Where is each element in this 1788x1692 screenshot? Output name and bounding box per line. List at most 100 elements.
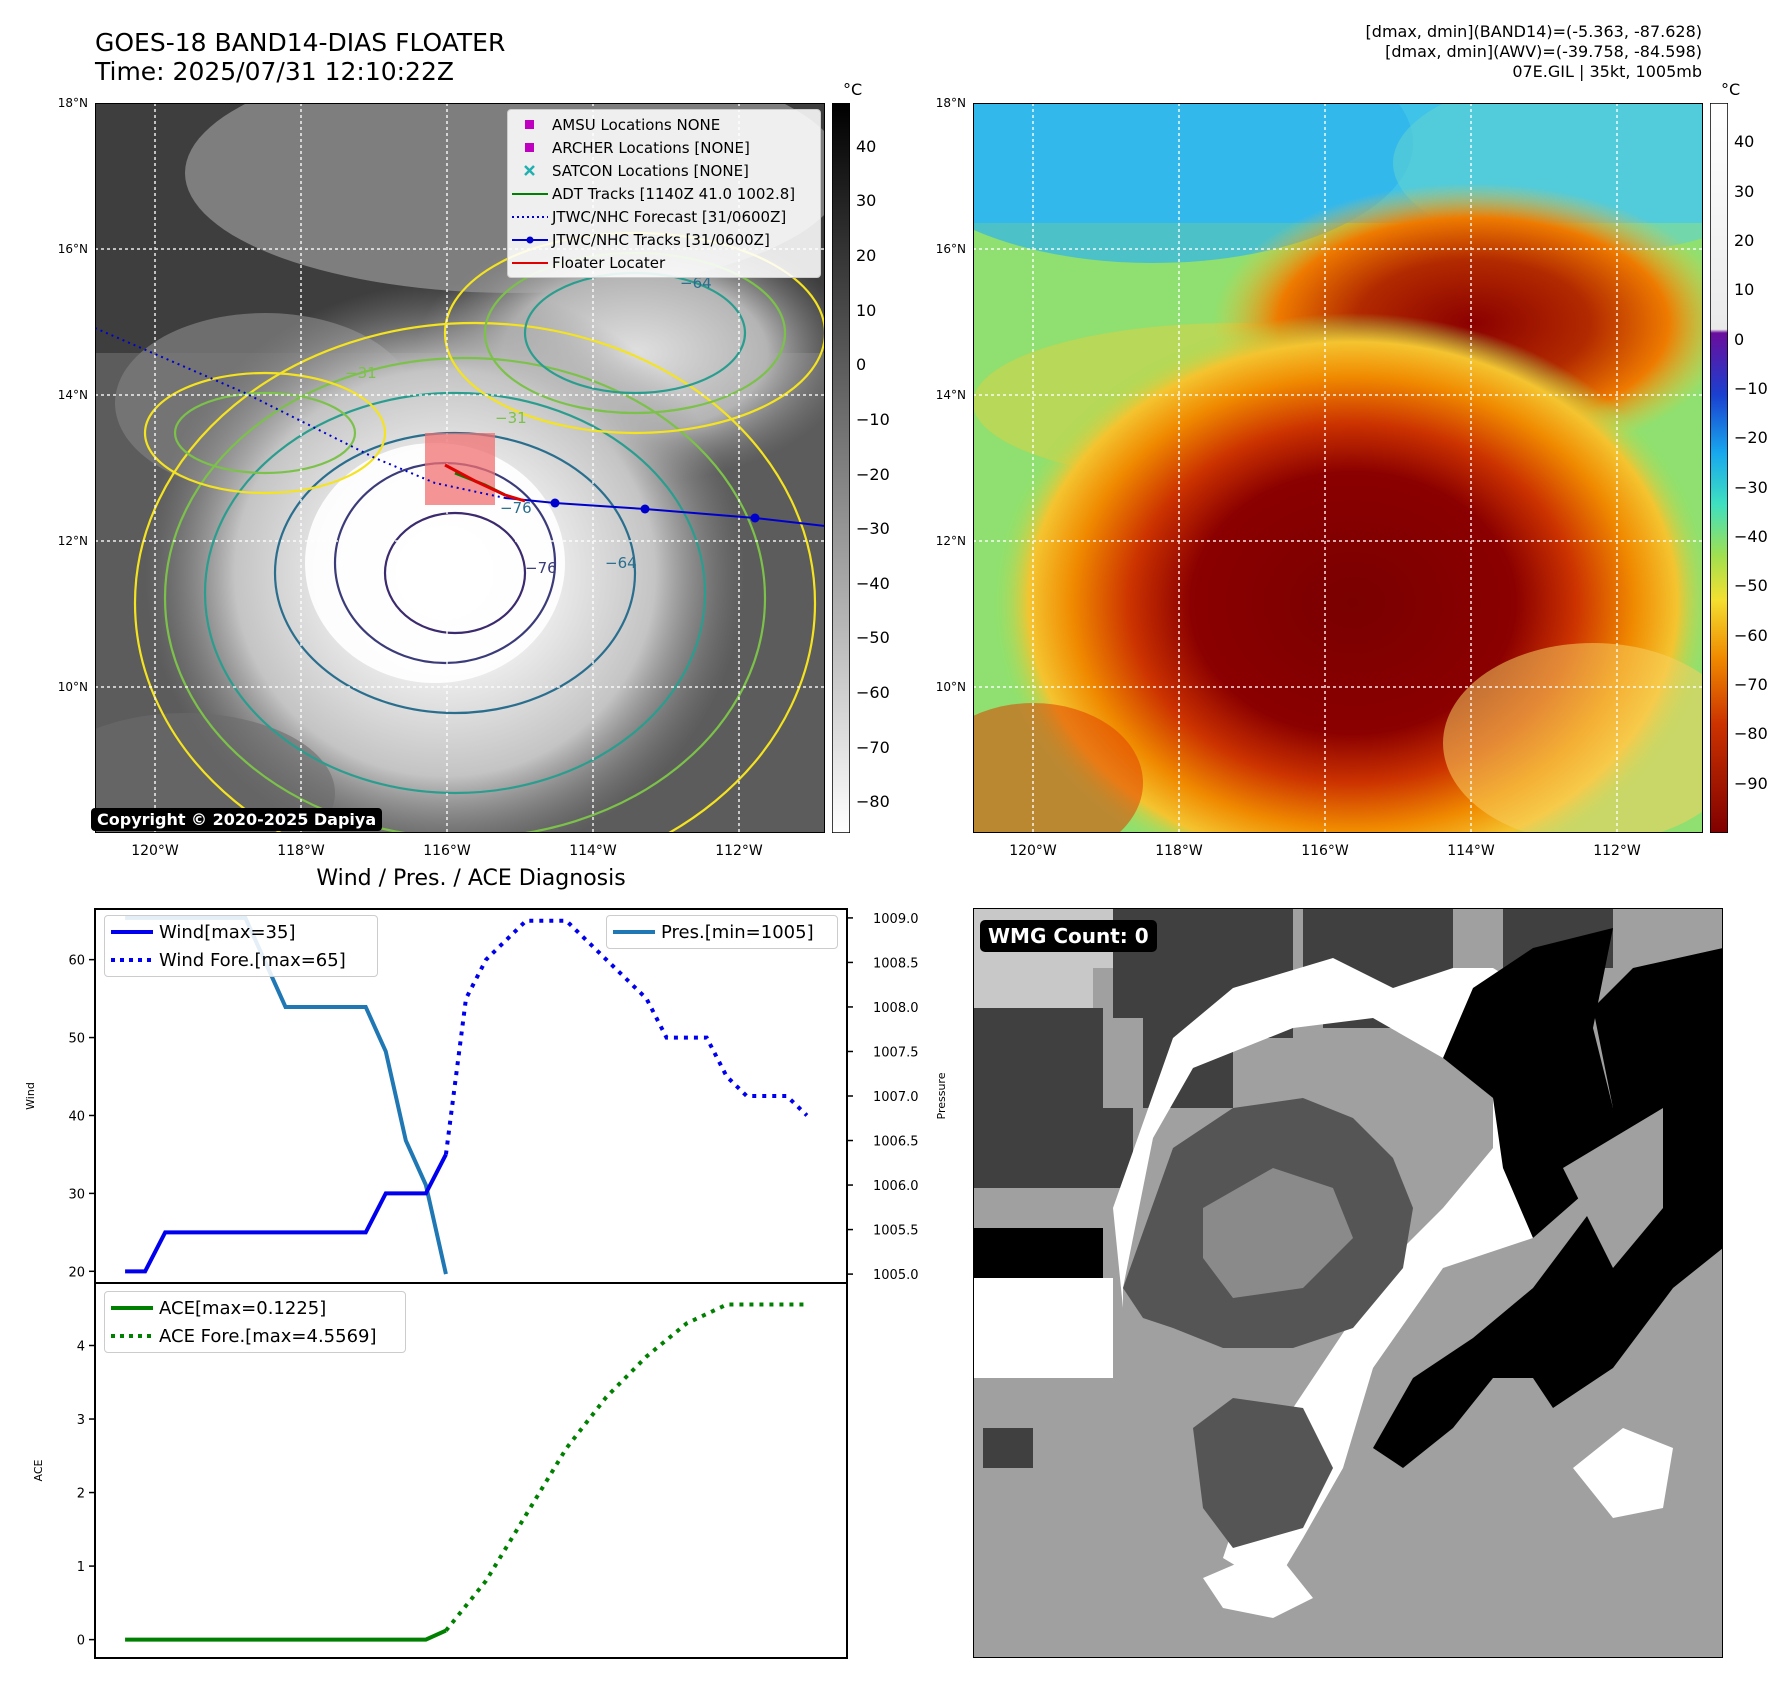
colorbar-tick: −30 xyxy=(856,519,890,539)
square-marker-icon xyxy=(525,119,534,129)
lat-label: 16°N xyxy=(57,242,88,256)
colorbar-tick: −80 xyxy=(856,792,890,812)
figure-title: GOES-18 BAND14-DIAS FLOATER Time: 2025/0… xyxy=(95,28,506,86)
copyright-badge: Copyright © 2020-2025 Dapiya xyxy=(91,808,383,831)
lon-label: 114°W xyxy=(569,843,617,859)
awv-range: [dmax, dmin](AWV)=(-39.758, -84.598) xyxy=(1385,42,1702,61)
x-marker-icon xyxy=(524,164,535,176)
series-line xyxy=(443,918,809,1155)
wind-legend: Wind[max=35] Wind Fore.[max=65] xyxy=(104,915,378,977)
legend-item-tracks: JTWC/NHC Tracks [31/0600Z] xyxy=(508,228,820,251)
colorbar-tick: −50 xyxy=(1734,576,1768,596)
legend-item-amsu: AMSU Locations NONE xyxy=(508,113,820,136)
y2-tick-label: 1008.0 xyxy=(873,1001,919,1016)
colorbar-tick: −30 xyxy=(1734,477,1768,497)
line-icon xyxy=(111,930,153,934)
lat-label: 14°N xyxy=(935,388,966,402)
contour-label: −64 xyxy=(680,274,712,292)
y-axis-label: Wind xyxy=(24,1082,37,1110)
legend-item-pressure: Pres.[min=1005] xyxy=(607,918,837,946)
diagnosis-title: Wind / Pres. / ACE Diagnosis xyxy=(316,866,626,891)
y-tick-label: 60 xyxy=(68,954,85,969)
wv-satellite-map xyxy=(973,103,1703,833)
ir-colorbar-unit: °C xyxy=(843,80,863,99)
legend-item-wind: Wind[max=35] xyxy=(105,918,377,946)
track-point xyxy=(550,498,560,508)
lat-label: 18°N xyxy=(935,96,966,110)
y2-tick-label: 1005.0 xyxy=(873,1268,919,1283)
y-tick-label: 40 xyxy=(68,1109,85,1124)
y-tick-label: 20 xyxy=(68,1265,85,1280)
lon-label: 118°W xyxy=(1155,843,1203,859)
colorbar-tick: −80 xyxy=(1734,724,1768,744)
forecast-track xyxy=(95,327,506,499)
lat-label: 14°N xyxy=(57,388,88,402)
line-icon xyxy=(111,1306,153,1310)
colorbar-tick: −70 xyxy=(1734,675,1768,695)
colorbar-tick: −60 xyxy=(1734,625,1768,645)
contour-label: −31 xyxy=(345,364,377,382)
diagnosis-chart: 20304050601005.01005.51006.01006.51007.0… xyxy=(24,908,948,1659)
colorbar-tick: 0 xyxy=(1734,329,1745,349)
colorbar-tick: 0 xyxy=(856,355,867,375)
colorbar-tick: 10 xyxy=(856,300,877,320)
y2-tick-label: 1007.5 xyxy=(873,1045,919,1060)
ir-colorbar xyxy=(832,103,850,833)
lon-label: 120°W xyxy=(131,843,179,859)
wv-gridlines xyxy=(973,103,1703,833)
colorbar-tick: −50 xyxy=(856,628,890,648)
lon-label: 116°W xyxy=(1301,843,1349,859)
dotted-line-icon xyxy=(111,958,153,962)
legend-item-ace: ACE[max=0.1225] xyxy=(105,1294,405,1322)
colorbar-tick: 10 xyxy=(1734,280,1755,300)
y-tick-label: 30 xyxy=(68,1187,85,1202)
y-tick-label: 2 xyxy=(77,1487,85,1502)
colorbar-tick: 30 xyxy=(1734,181,1755,201)
map-legend: AMSU Locations NONE ARCHER Locations [NO… xyxy=(507,109,821,278)
line-icon xyxy=(613,930,655,934)
y2-tick-label: 1008.5 xyxy=(873,956,919,971)
lat-label: 10°N xyxy=(57,680,88,694)
colorbar-tick: 40 xyxy=(1734,132,1755,152)
contour-label: −76 xyxy=(500,499,532,517)
contour-label: −64 xyxy=(605,554,637,572)
floater-track xyxy=(444,463,526,503)
contour-label: −31 xyxy=(495,409,527,427)
track-point xyxy=(640,504,650,514)
lon-label: 120°W xyxy=(1009,843,1057,859)
colorbar-tick: 20 xyxy=(856,245,877,265)
y2-tick-label: 1009.0 xyxy=(873,912,919,927)
legend-item-satcon: SATCON Locations [NONE] xyxy=(508,159,820,182)
series-line xyxy=(125,1153,448,1274)
colorbar-tick: −20 xyxy=(1734,428,1768,448)
y2-tick-label: 1006.5 xyxy=(873,1135,919,1150)
colorbar-tick: 40 xyxy=(856,136,877,156)
colorbar-tick: −40 xyxy=(1734,527,1768,547)
legend-item-ace-forecast: ACE Fore.[max=4.5569] xyxy=(105,1322,405,1350)
lat-label: 10°N xyxy=(935,680,966,694)
lat-label: 16°N xyxy=(935,242,966,256)
y-tick-label: 50 xyxy=(68,1032,85,1047)
colorbar-tick: −60 xyxy=(856,683,890,703)
legend-item-forecast: JTWC/NHC Forecast [31/0600Z] xyxy=(508,205,820,228)
wv-colorbar xyxy=(1710,103,1728,833)
intensity-stats: [dmax, dmin](BAND14)=(-5.363, -87.628) [… xyxy=(1366,22,1702,82)
y2-tick-label: 1006.0 xyxy=(873,1179,919,1194)
y-tick-label: 3 xyxy=(77,1413,85,1428)
colorbar-tick: 20 xyxy=(1734,231,1755,251)
legend-item-floater: Floater Locater xyxy=(508,251,820,274)
lat-label: 12°N xyxy=(935,534,966,548)
line-dot-icon xyxy=(512,236,548,243)
pressure-legend: Pres.[min=1005] xyxy=(606,915,838,949)
y-tick-label: 4 xyxy=(77,1340,85,1355)
wmg-image xyxy=(973,908,1723,1658)
floater-box xyxy=(425,433,495,505)
y2-tick-label: 1007.0 xyxy=(873,1090,919,1105)
lon-label: 118°W xyxy=(277,843,325,859)
colorbar-tick: −10 xyxy=(1734,379,1768,399)
lat-label: 18°N xyxy=(57,96,88,110)
y-tick-label: 0 xyxy=(77,1634,85,1649)
y2-tick-label: 1005.5 xyxy=(873,1224,919,1239)
lon-label: 112°W xyxy=(715,843,763,859)
colorbar-tick: 30 xyxy=(856,191,877,211)
